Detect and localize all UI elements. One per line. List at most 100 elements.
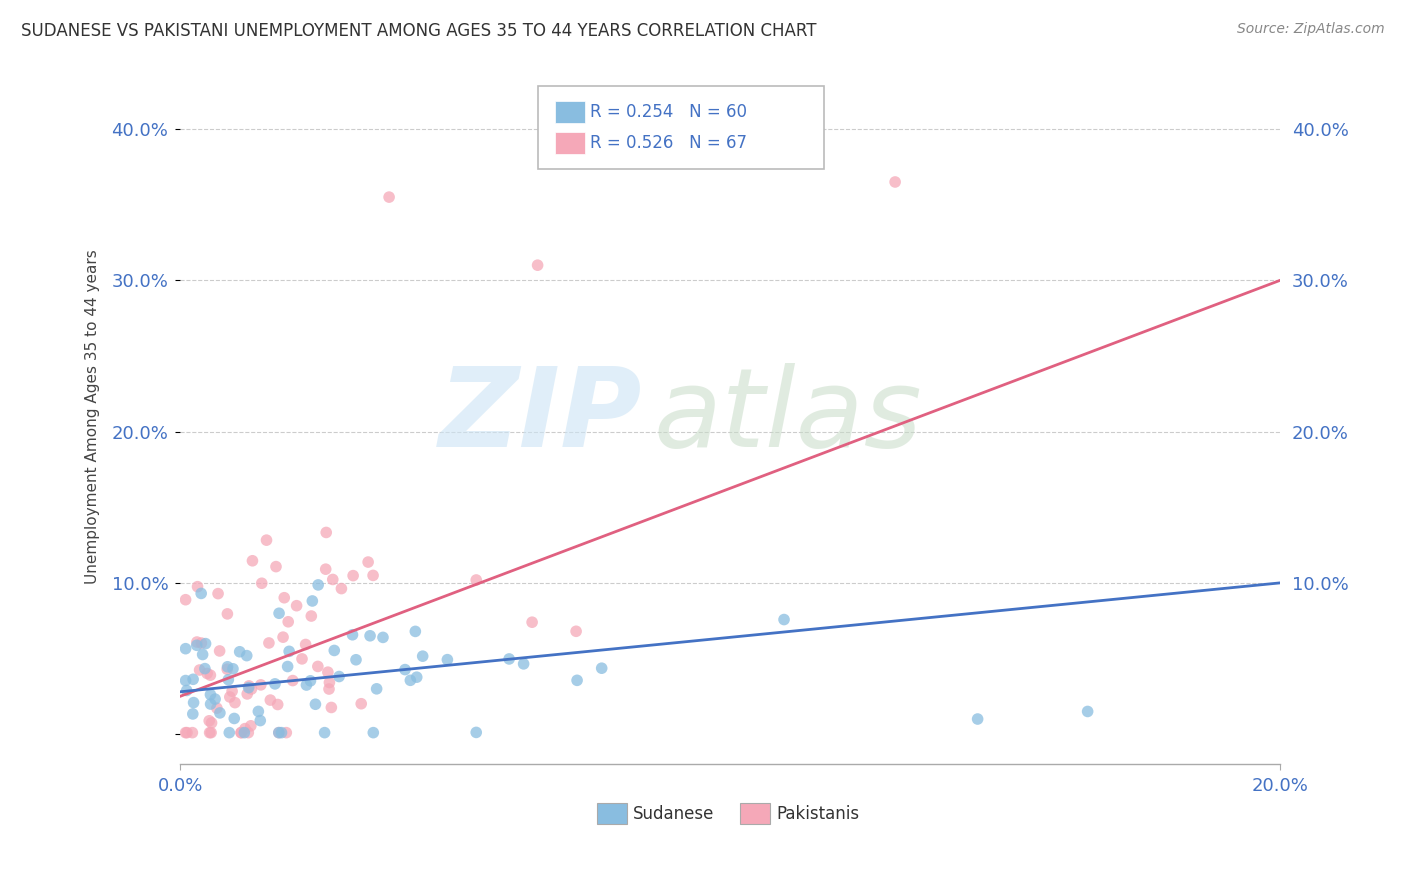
Point [404,624,426,639]
FancyBboxPatch shape [555,101,585,123]
Point [221,684,243,698]
Point [249,714,271,728]
Point [242,554,264,568]
FancyBboxPatch shape [555,132,585,154]
Point [342,568,364,582]
Point [591,661,613,675]
Point [200,688,222,702]
Point [520,615,543,630]
Point [315,525,337,540]
Point [205,701,228,715]
Point [498,652,520,666]
Point [342,628,364,642]
Point [299,609,322,624]
Point [301,594,323,608]
Point [277,615,299,629]
Point [235,648,257,663]
Point [188,663,211,677]
Text: Source: ZipAtlas.com: Source: ZipAtlas.com [1237,22,1385,37]
Point [277,659,299,673]
Point [186,638,208,652]
FancyBboxPatch shape [598,804,627,824]
Point [217,673,239,687]
Point [436,653,458,667]
Point [350,697,373,711]
Point [176,683,198,698]
Point [174,725,197,739]
Point [291,652,314,666]
Point [194,637,217,651]
Text: SUDANESE VS PAKISTANI UNEMPLOYMENT AMONG AGES 35 TO 44 YEARS CORRELATION CHART: SUDANESE VS PAKISTANI UNEMPLOYMENT AMONG… [21,22,817,40]
Point [231,725,253,739]
Point [294,638,316,652]
Point [200,668,222,682]
Point [264,677,287,691]
Point [278,644,301,658]
Point [565,624,588,639]
Point [281,673,304,688]
Point [405,670,427,684]
Point [200,725,222,739]
Point [399,673,422,688]
Point [378,190,401,204]
Point [183,696,205,710]
Point [257,636,280,650]
Point [267,725,290,739]
Text: Pakistanis: Pakistanis [776,805,859,822]
Point [276,725,298,739]
Text: R = 0.254   N = 60: R = 0.254 N = 60 [591,103,748,121]
Point [238,681,260,695]
Text: atlas: atlas [654,363,922,470]
Point [238,725,260,739]
Point [465,725,488,739]
Point [285,599,308,613]
Point [224,711,246,725]
Point [267,698,290,712]
Point [233,722,256,736]
Point [267,607,290,621]
Point [307,578,329,592]
Point [176,725,198,739]
Point [194,662,217,676]
Point [174,673,197,688]
Point [512,657,534,671]
Text: R = 0.526   N = 67: R = 0.526 N = 67 [591,134,748,152]
FancyBboxPatch shape [740,804,769,824]
Point [224,696,246,710]
Point [773,613,796,627]
Point [318,681,340,696]
Point [271,630,294,644]
Point [190,586,212,600]
Point [259,693,281,707]
Point [181,725,204,739]
Point [239,719,262,733]
Point [359,629,381,643]
Point [229,725,252,739]
Point [966,712,988,726]
Point [236,687,259,701]
Point [218,690,240,704]
Point [264,559,287,574]
Point [465,573,488,587]
Point [208,706,231,720]
Point [371,631,394,645]
Point [228,645,250,659]
Point [361,568,384,582]
Point [186,635,208,649]
Point [198,714,221,728]
Point [181,673,204,687]
Point [207,586,229,600]
Point [200,697,222,711]
Point [218,725,240,739]
Point [190,636,212,650]
Point [322,573,344,587]
Text: Sudanese: Sudanese [633,805,714,822]
Point [307,659,329,673]
Point [238,679,260,693]
Point [181,706,204,721]
Point [299,673,322,688]
Point [174,641,197,656]
Point [321,700,343,714]
Y-axis label: Unemployment Among Ages 35 to 44 years: Unemployment Among Ages 35 to 44 years [86,249,100,584]
Point [273,591,295,605]
